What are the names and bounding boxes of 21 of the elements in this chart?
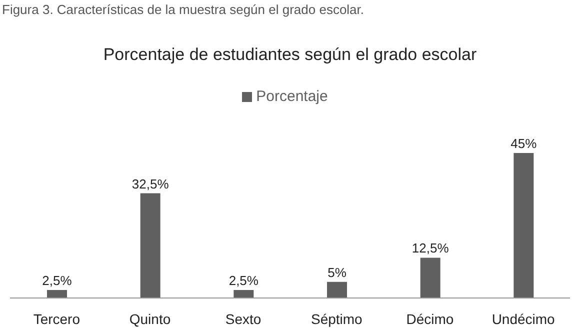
bar — [234, 290, 254, 298]
data-label: 32,5% — [132, 176, 170, 192]
data-label: 12,5% — [412, 240, 450, 256]
data-label: 5% — [328, 264, 347, 280]
x-tick-label: Sexto — [225, 310, 262, 327]
bar — [47, 290, 67, 298]
x-tick-label: Quinto — [129, 310, 171, 327]
data-label: 2,5% — [228, 272, 259, 288]
data-label: 45% — [510, 136, 538, 151]
bar — [327, 282, 347, 298]
x-tick-label: Séptimo — [310, 310, 363, 327]
bar — [140, 193, 160, 298]
x-tick-label: Undécimo — [492, 310, 556, 327]
x-tick-label: Tercero — [33, 310, 80, 327]
text: Figura 3. Características de la muestra según el grado escolar. — [2, 2, 364, 17]
chart-title: Porcentaje de estudiantes según el grado escolar — [102, 45, 478, 65]
legend-label: Porcentaje — [256, 88, 328, 105]
x-tick-label: Décimo — [406, 310, 454, 327]
data-label: 2,5% — [42, 272, 72, 288]
bar — [420, 258, 440, 298]
bar — [514, 153, 534, 298]
